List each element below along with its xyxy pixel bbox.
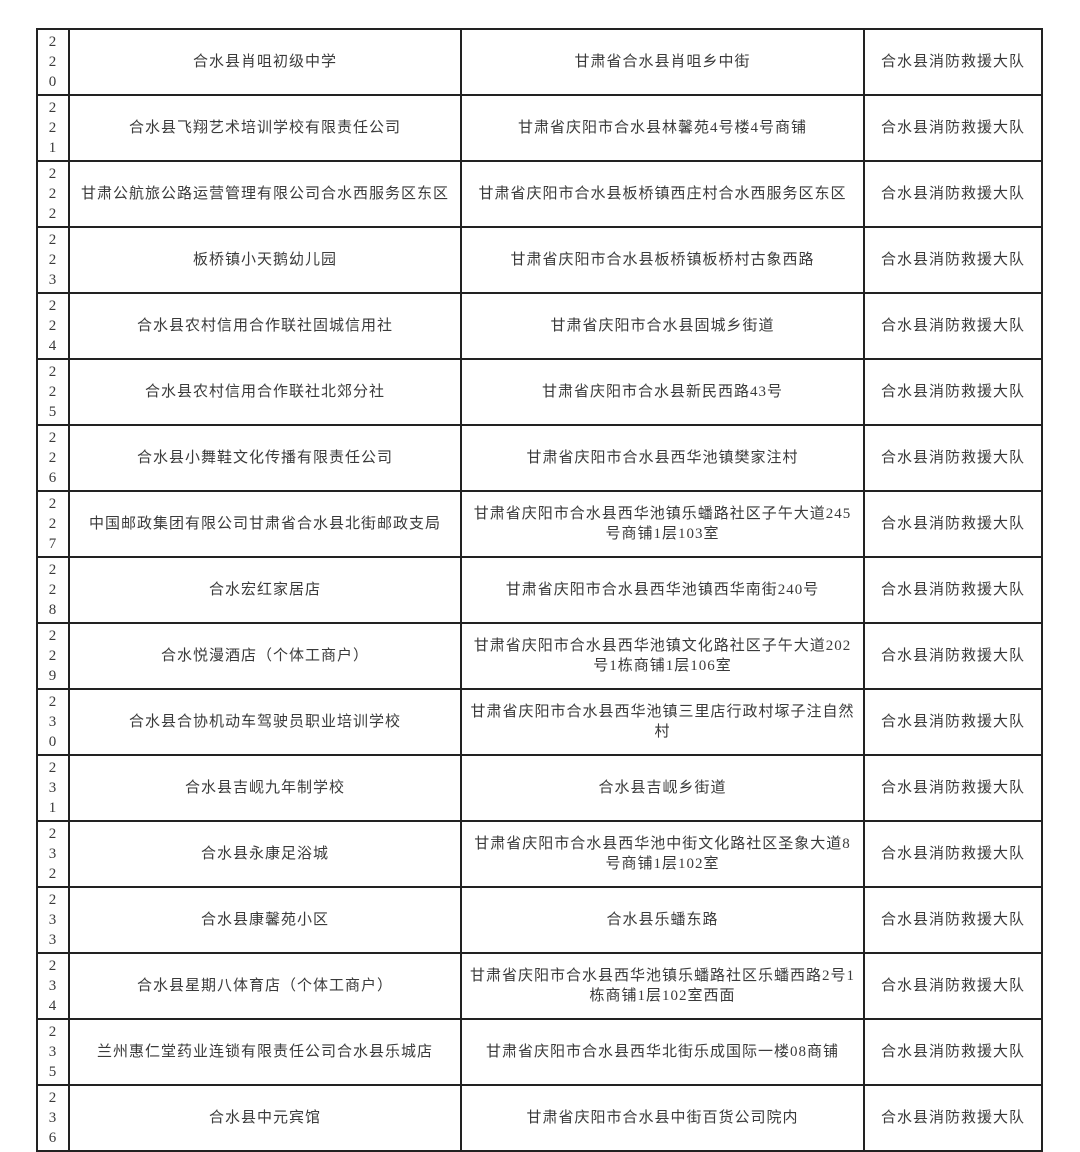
table-row: 229 合水悦漫酒店（个体工商户） 甘肃省庆阳市合水县西华池镇文化路社区子午大道… [36, 622, 1043, 690]
org-name: 合水县康馨苑小区 [68, 886, 462, 954]
table-row: 228 合水宏红家居店 甘肃省庆阳市合水县西华池镇西华南街240号 合水县消防救… [36, 556, 1043, 624]
responsible-unit: 合水县消防救援大队 [863, 490, 1043, 558]
org-address: 甘肃省庆阳市合水县固城乡街道 [460, 292, 865, 360]
org-name: 板桥镇小天鹅幼儿园 [68, 226, 462, 294]
table-row: 231 合水县吉岘九年制学校 合水县吉岘乡街道 合水县消防救援大队 [36, 754, 1043, 822]
table-row: 230 合水县合协机动车驾驶员职业培训学校 甘肃省庆阳市合水县西华池镇三里店行政… [36, 688, 1043, 756]
row-number: 232 [36, 820, 70, 888]
table-row: 224 合水县农村信用合作联社固城信用社 甘肃省庆阳市合水县固城乡街道 合水县消… [36, 292, 1043, 360]
table-row: 223 板桥镇小天鹅幼儿园 甘肃省庆阳市合水县板桥镇板桥村古象西路 合水县消防救… [36, 226, 1043, 294]
org-address: 甘肃省庆阳市合水县西华池镇乐蟠路社区乐蟠西路2号1栋商铺1层102室西面 [460, 952, 865, 1020]
org-name: 合水县农村信用合作联社北郊分社 [68, 358, 462, 426]
org-name: 合水县星期八体育店（个体工商户） [68, 952, 462, 1020]
responsible-unit: 合水县消防救援大队 [863, 94, 1043, 162]
org-address: 甘肃省庆阳市合水县西华池镇乐蟠路社区子午大道245号商铺1层103室 [460, 490, 865, 558]
org-address: 甘肃省庆阳市合水县西华北街乐成国际一楼08商铺 [460, 1018, 865, 1086]
org-address: 甘肃省庆阳市合水县西华池中街文化路社区圣象大道8号商铺1层102室 [460, 820, 865, 888]
org-name: 合水县农村信用合作联社固城信用社 [68, 292, 462, 360]
responsible-unit: 合水县消防救援大队 [863, 424, 1043, 492]
row-number: 230 [36, 688, 70, 756]
table-row: 233 合水县康馨苑小区 合水县乐蟠东路 合水县消防救援大队 [36, 886, 1043, 954]
responsible-unit: 合水县消防救援大队 [863, 226, 1043, 294]
row-number: 226 [36, 424, 70, 492]
facility-table-body: 220 合水县肖咀初级中学 甘肃省合水县肖咀乡中街 合水县消防救援大队 221 … [36, 28, 1043, 1152]
org-name: 兰州惠仁堂药业连锁有限责任公司合水县乐城店 [68, 1018, 462, 1086]
responsible-unit: 合水县消防救援大队 [863, 952, 1043, 1020]
org-address: 甘肃省庆阳市合水县林馨苑4号楼4号商铺 [460, 94, 865, 162]
table-row: 220 合水县肖咀初级中学 甘肃省合水县肖咀乡中街 合水县消防救援大队 [36, 28, 1043, 96]
table-row: 225 合水县农村信用合作联社北郊分社 甘肃省庆阳市合水县新民西路43号 合水县… [36, 358, 1043, 426]
responsible-unit: 合水县消防救援大队 [863, 556, 1043, 624]
responsible-unit: 合水县消防救援大队 [863, 886, 1043, 954]
row-number: 231 [36, 754, 70, 822]
facility-table: 220 合水县肖咀初级中学 甘肃省合水县肖咀乡中街 合水县消防救援大队 221 … [36, 28, 1043, 1152]
table-row: 236 合水县中元宾馆 甘肃省庆阳市合水县中街百货公司院内 合水县消防救援大队 [36, 1084, 1043, 1152]
row-number: 225 [36, 358, 70, 426]
org-address: 甘肃省庆阳市合水县新民西路43号 [460, 358, 865, 426]
responsible-unit: 合水县消防救援大队 [863, 28, 1043, 96]
org-name: 合水县飞翔艺术培训学校有限责任公司 [68, 94, 462, 162]
org-address: 甘肃省庆阳市合水县西华池镇樊家注村 [460, 424, 865, 492]
table-row: 222 甘肃公航旅公路运营管理有限公司合水西服务区东区 甘肃省庆阳市合水县板桥镇… [36, 160, 1043, 228]
row-number: 221 [36, 94, 70, 162]
org-name: 合水县永康足浴城 [68, 820, 462, 888]
table-row: 226 合水县小舞鞋文化传播有限责任公司 甘肃省庆阳市合水县西华池镇樊家注村 合… [36, 424, 1043, 492]
org-address: 甘肃省庆阳市合水县西华池镇文化路社区子午大道202号1栋商铺1层106室 [460, 622, 865, 690]
responsible-unit: 合水县消防救援大队 [863, 1084, 1043, 1152]
table-row: 221 合水县飞翔艺术培训学校有限责任公司 甘肃省庆阳市合水县林馨苑4号楼4号商… [36, 94, 1043, 162]
org-name: 合水县吉岘九年制学校 [68, 754, 462, 822]
org-name: 合水县肖咀初级中学 [68, 28, 462, 96]
org-address: 甘肃省庆阳市合水县西华池镇三里店行政村塚子注自然村 [460, 688, 865, 756]
responsible-unit: 合水县消防救援大队 [863, 754, 1043, 822]
org-address: 合水县乐蟠东路 [460, 886, 865, 954]
org-address: 甘肃省庆阳市合水县西华池镇西华南街240号 [460, 556, 865, 624]
org-name: 合水宏红家居店 [68, 556, 462, 624]
row-number: 224 [36, 292, 70, 360]
org-name: 中国邮政集团有限公司甘肃省合水县北街邮政支局 [68, 490, 462, 558]
org-address: 甘肃省庆阳市合水县板桥镇西庄村合水西服务区东区 [460, 160, 865, 228]
responsible-unit: 合水县消防救援大队 [863, 358, 1043, 426]
row-number: 220 [36, 28, 70, 96]
row-number: 223 [36, 226, 70, 294]
responsible-unit: 合水县消防救援大队 [863, 688, 1043, 756]
row-number: 233 [36, 886, 70, 954]
row-number: 228 [36, 556, 70, 624]
table-row: 232 合水县永康足浴城 甘肃省庆阳市合水县西华池中街文化路社区圣象大道8号商铺… [36, 820, 1043, 888]
row-number: 227 [36, 490, 70, 558]
table-row: 234 合水县星期八体育店（个体工商户） 甘肃省庆阳市合水县西华池镇乐蟠路社区乐… [36, 952, 1043, 1020]
table-row: 227 中国邮政集团有限公司甘肃省合水县北街邮政支局 甘肃省庆阳市合水县西华池镇… [36, 490, 1043, 558]
table-row: 235 兰州惠仁堂药业连锁有限责任公司合水县乐城店 甘肃省庆阳市合水县西华北街乐… [36, 1018, 1043, 1086]
responsible-unit: 合水县消防救援大队 [863, 160, 1043, 228]
org-name: 甘肃公航旅公路运营管理有限公司合水西服务区东区 [68, 160, 462, 228]
row-number: 236 [36, 1084, 70, 1152]
org-name: 合水悦漫酒店（个体工商户） [68, 622, 462, 690]
responsible-unit: 合水县消防救援大队 [863, 292, 1043, 360]
org-name: 合水县小舞鞋文化传播有限责任公司 [68, 424, 462, 492]
document-page: 220 合水县肖咀初级中学 甘肃省合水县肖咀乡中街 合水县消防救援大队 221 … [36, 28, 1043, 1152]
row-number: 229 [36, 622, 70, 690]
org-address: 甘肃省合水县肖咀乡中街 [460, 28, 865, 96]
org-address: 甘肃省庆阳市合水县中街百货公司院内 [460, 1084, 865, 1152]
row-number: 222 [36, 160, 70, 228]
org-name: 合水县中元宾馆 [68, 1084, 462, 1152]
row-number: 234 [36, 952, 70, 1020]
responsible-unit: 合水县消防救援大队 [863, 622, 1043, 690]
org-address: 合水县吉岘乡街道 [460, 754, 865, 822]
responsible-unit: 合水县消防救援大队 [863, 1018, 1043, 1086]
org-address: 甘肃省庆阳市合水县板桥镇板桥村古象西路 [460, 226, 865, 294]
org-name: 合水县合协机动车驾驶员职业培训学校 [68, 688, 462, 756]
responsible-unit: 合水县消防救援大队 [863, 820, 1043, 888]
row-number: 235 [36, 1018, 70, 1086]
